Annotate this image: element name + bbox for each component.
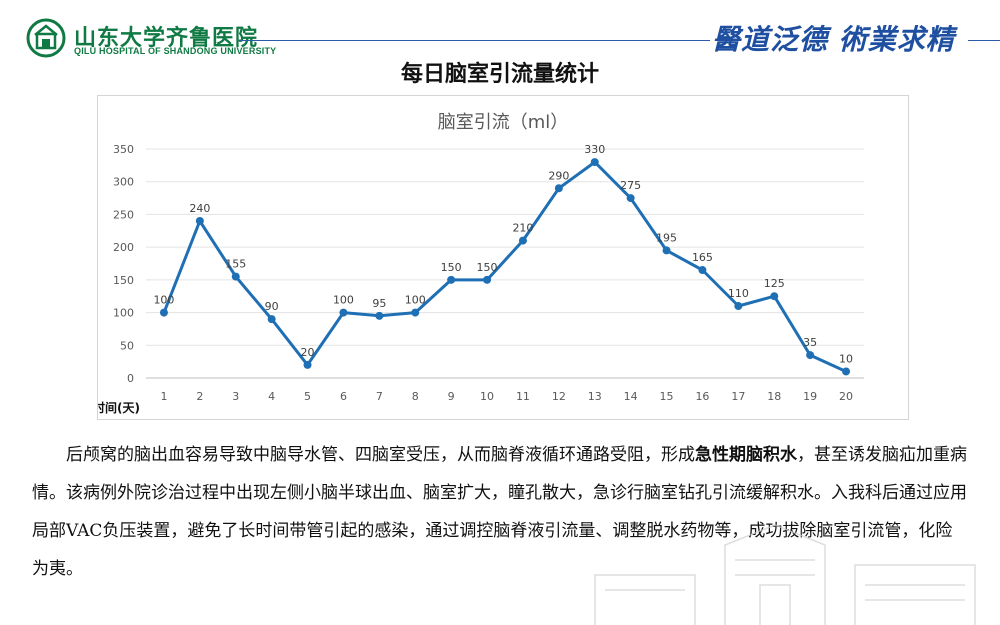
data-label-7: 95 bbox=[372, 297, 386, 310]
x-tick-15: 15 bbox=[660, 390, 674, 403]
header-divider bbox=[240, 40, 710, 41]
hospital-name: 山东大学齐鲁医院 bbox=[74, 25, 259, 51]
hospital-motto: 醫道泛德 術業求精 bbox=[712, 23, 955, 56]
data-point-3 bbox=[231, 272, 240, 281]
data-label-13: 330 bbox=[584, 143, 605, 156]
data-label-6: 100 bbox=[333, 294, 354, 307]
data-point-16 bbox=[698, 266, 707, 275]
data-label-12: 290 bbox=[548, 169, 569, 182]
data-point-7 bbox=[375, 311, 384, 320]
x-tick-7: 7 bbox=[376, 390, 383, 403]
data-label-20: 10 bbox=[839, 352, 853, 365]
y-tick-250: 250 bbox=[113, 208, 134, 221]
x-tick-10: 10 bbox=[480, 390, 494, 403]
data-labels: 100 240 155 90 20 100 95 100 150 150 210 290 330 275 1… bbox=[153, 143, 853, 365]
x-tick-12: 12 bbox=[552, 390, 566, 403]
chart-title: 脑室引流（ml） bbox=[438, 112, 569, 133]
series-polyline bbox=[162, 160, 847, 373]
data-point-5 bbox=[303, 360, 312, 369]
x-tick-labels: 1 2 3 4 5 6 7 8 9 10 11 12 13 14 15 16 17 18 19 20 bbox=[160, 390, 853, 403]
data-point-17 bbox=[734, 302, 743, 311]
x-tick-19: 19 bbox=[803, 390, 817, 403]
y-tick-labels: 0 50 100 150 200 250 300 350 bbox=[113, 143, 134, 385]
x-tick-14: 14 bbox=[624, 390, 638, 403]
data-point-4 bbox=[267, 315, 276, 324]
y-tick-50: 50 bbox=[120, 339, 134, 352]
data-label-18: 125 bbox=[764, 277, 785, 290]
data-points bbox=[159, 158, 851, 376]
header-divider-right bbox=[968, 40, 1000, 41]
x-tick-17: 17 bbox=[731, 390, 745, 403]
data-point-12 bbox=[554, 184, 563, 193]
data-point-1 bbox=[159, 308, 168, 317]
x-tick-8: 8 bbox=[412, 390, 419, 403]
data-label-17: 110 bbox=[728, 287, 749, 300]
data-label-11: 210 bbox=[512, 222, 533, 235]
data-label-9: 150 bbox=[441, 261, 462, 274]
data-point-11 bbox=[518, 236, 527, 245]
data-label-16: 165 bbox=[692, 251, 713, 264]
x-tick-6: 6 bbox=[340, 390, 347, 403]
x-tick-1: 1 bbox=[160, 390, 167, 403]
description-paragraph: 后颅窝的脑出血容易导致中脑导水管、四脑室受压，从而脑脊液循环通路受阻，形成急性期… bbox=[32, 436, 967, 588]
data-label-8: 100 bbox=[405, 294, 426, 307]
hospital-name-en: QILU HOSPITAL OF SHANDONG UNIVERSITY bbox=[74, 46, 277, 56]
y-tick-200: 200 bbox=[113, 241, 134, 254]
data-point-19 bbox=[806, 351, 815, 360]
x-tick-16: 16 bbox=[695, 390, 709, 403]
series-line bbox=[162, 160, 847, 373]
data-point-8 bbox=[411, 308, 420, 317]
data-point-14 bbox=[626, 194, 635, 203]
data-label-4: 90 bbox=[265, 300, 279, 313]
x-tick-3: 3 bbox=[232, 390, 239, 403]
header: 山东大学齐鲁医院 QILU HOSPITAL OF SHANDONG UNIVE… bbox=[0, 0, 1000, 80]
building-watermark bbox=[594, 524, 976, 625]
page-title: 每日脑室引流量统计 bbox=[400, 61, 599, 87]
data-point-2 bbox=[195, 216, 204, 225]
y-tick-100: 100 bbox=[113, 307, 134, 320]
paragraph-text-2: ，甚至诱发脑疝加重病情。该病例外院诊治过程中出现左侧小脑半球出血、脑室扩大，瞳孔… bbox=[32, 445, 967, 579]
data-label-2: 240 bbox=[189, 202, 210, 215]
y-tick-0: 0 bbox=[127, 372, 134, 385]
data-label-3: 155 bbox=[225, 258, 246, 271]
grid-lines bbox=[146, 148, 864, 379]
data-point-18 bbox=[770, 292, 779, 301]
y-tick-150: 150 bbox=[113, 274, 134, 287]
x-tick-13: 13 bbox=[588, 390, 602, 403]
y-tick-300: 300 bbox=[113, 176, 134, 189]
x-tick-4: 4 bbox=[268, 390, 275, 403]
data-point-9 bbox=[447, 275, 456, 284]
data-label-14: 275 bbox=[620, 179, 641, 192]
paragraph-text-1: 后颅窝的脑出血容易导致中脑导水管、四脑室受压，从而脑脊液循环通路受阻，形成 bbox=[66, 445, 695, 465]
x-tick-20: 20 bbox=[839, 390, 853, 403]
x-tick-5: 5 bbox=[304, 390, 311, 403]
x-tick-18: 18 bbox=[767, 390, 781, 403]
data-point-6 bbox=[339, 308, 348, 317]
data-label-19: 35 bbox=[803, 336, 817, 349]
data-label-10: 150 bbox=[477, 261, 498, 274]
x-tick-2: 2 bbox=[196, 390, 203, 403]
data-point-13 bbox=[590, 158, 599, 167]
data-point-15 bbox=[662, 246, 671, 255]
y-tick-350: 350 bbox=[113, 143, 134, 156]
data-label-5: 20 bbox=[301, 346, 315, 359]
data-label-15: 195 bbox=[656, 231, 677, 244]
paragraph-emphasis: 急性期脑积水 bbox=[695, 445, 797, 465]
x-tick-11: 11 bbox=[516, 390, 530, 403]
hospital-logo-icon bbox=[26, 18, 66, 58]
data-point-20 bbox=[842, 367, 851, 376]
data-label-1: 100 bbox=[153, 294, 174, 307]
x-tick-9: 9 bbox=[448, 390, 455, 403]
x-axis-label: 时间(天) bbox=[98, 400, 140, 415]
data-point-10 bbox=[483, 275, 492, 284]
